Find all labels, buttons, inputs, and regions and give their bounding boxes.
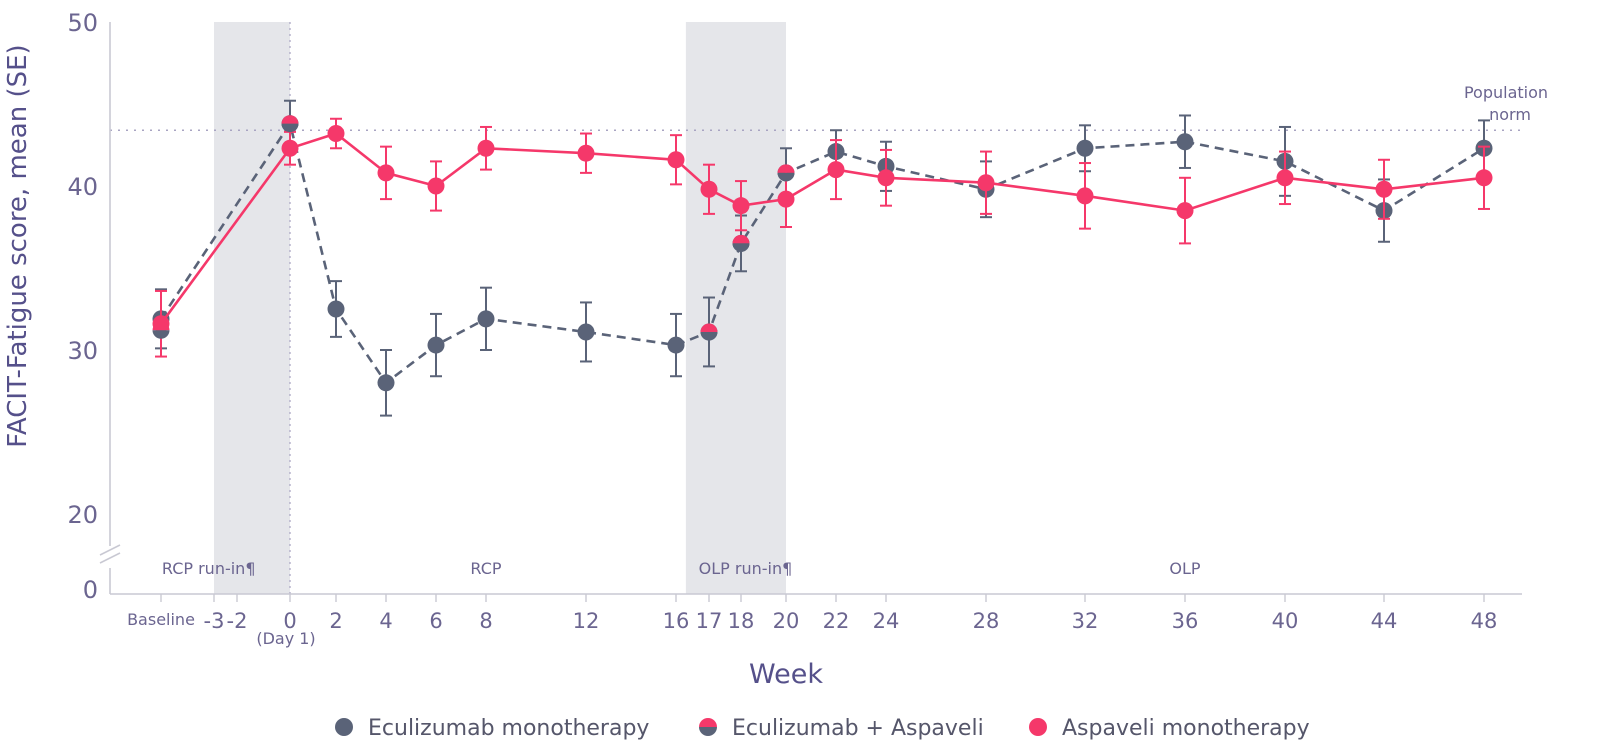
half-marker-bottom <box>281 123 299 133</box>
series <box>152 99 1493 417</box>
x-tick-label: Baseline <box>127 610 195 629</box>
data-point <box>1375 180 1393 198</box>
y-tick-label-zero: 0 <box>83 576 98 604</box>
x-tick-label: 36 <box>1172 609 1199 633</box>
data-point <box>700 180 718 198</box>
series-aspaveli-monotherapy <box>152 117 1493 358</box>
x-tick-label: 8 <box>479 609 492 633</box>
data-point <box>732 197 750 215</box>
legend-item-eculizumab-aspaveli: Eculizumab + Aspaveli <box>699 716 984 741</box>
x-tick-label: 18 <box>728 609 755 633</box>
phase-label: RCP <box>470 559 501 578</box>
data-point <box>1076 139 1094 157</box>
x-tick-label: 6 <box>429 609 442 633</box>
chart-labels: FACIT-Fatigue score, mean (SE) Week Popu… <box>3 44 1548 690</box>
x-tick-label: 12 <box>573 609 600 633</box>
x-tick-label: 40 <box>1272 609 1299 633</box>
half-marker-bottom <box>732 243 750 252</box>
data-point <box>667 336 685 354</box>
run-in-shaded-region <box>685 22 786 594</box>
y-tick-label: 50 <box>67 9 98 37</box>
data-point <box>327 300 345 318</box>
population-norm-label-line1: Population <box>1464 83 1548 102</box>
run-in-shaded-region <box>214 22 290 594</box>
data-point <box>877 169 895 187</box>
legend: Eculizumab monotherapy Eculizumab + Aspa… <box>335 716 1310 741</box>
x-tick-label: 16 <box>663 609 690 633</box>
y-tick-label: 30 <box>67 337 98 365</box>
axis-break-mark <box>99 552 121 564</box>
data-point <box>1475 169 1493 187</box>
data-point-half <box>281 115 299 133</box>
data-point-half <box>700 323 718 341</box>
legend-marker-grey <box>335 718 353 736</box>
x-tick-label: 32 <box>1072 609 1099 633</box>
series-eculizumab-aspaveli <box>152 115 795 341</box>
x-tick-label: 28 <box>973 609 1000 633</box>
data-point <box>1076 187 1094 205</box>
half-marker-bottom <box>700 332 718 341</box>
x-tick-label: -3 <box>204 609 225 633</box>
x-tick-label: 20 <box>773 609 800 633</box>
legend-marker-pink <box>1029 718 1047 736</box>
data-point <box>477 139 495 157</box>
half-marker-top <box>152 321 170 331</box>
shaded-regions <box>214 22 786 594</box>
data-point <box>827 161 845 179</box>
x-tick-label: 22 <box>823 609 850 633</box>
y-axis-label: FACIT-Fatigue score, mean (SE) <box>3 44 33 447</box>
phase-label: RCP run-in¶ <box>162 559 256 578</box>
data-point <box>377 164 395 182</box>
data-point <box>1176 202 1194 220</box>
data-point <box>667 151 685 169</box>
data-point-half <box>732 234 750 252</box>
x-tick-label: 17 <box>696 609 723 633</box>
half-marker-top <box>281 115 299 124</box>
half-marker-bottom <box>777 172 795 182</box>
data-point-half <box>777 164 795 182</box>
phase-label: OLP <box>1169 559 1201 578</box>
legend-marker-half <box>699 718 717 736</box>
population-norm-label-line2: norm <box>1489 105 1531 124</box>
legend-item-eculizumab-monotherapy: Eculizumab monotherapy <box>335 716 649 741</box>
data-point <box>977 174 995 192</box>
data-point <box>281 139 299 157</box>
data-point <box>1176 133 1194 151</box>
x-axis-label: Week <box>749 659 823 690</box>
data-point <box>1276 169 1294 187</box>
data-point <box>427 336 445 354</box>
y-tick-label: 40 <box>67 173 98 201</box>
x-tick-label: 4 <box>379 609 392 633</box>
legend-label: Aspaveli monotherapy <box>1062 716 1310 741</box>
x-tick-label: 48 <box>1471 609 1498 633</box>
data-point <box>577 144 595 162</box>
legend-label: Eculizumab + Aspaveli <box>732 716 984 741</box>
data-point <box>577 323 595 341</box>
x-tick-label: 24 <box>873 609 900 633</box>
half-marker-bottom <box>152 330 170 339</box>
day1-label: (Day 1) <box>256 629 315 648</box>
half-marker-top <box>700 323 718 332</box>
x-tick-label: 0 <box>283 609 296 633</box>
legend-label: Eculizumab monotherapy <box>368 716 649 741</box>
data-point <box>477 310 495 328</box>
half-marker-top <box>777 164 795 173</box>
data-point <box>377 374 395 392</box>
phase-label: OLP run-in¶ <box>699 559 793 578</box>
data-point-half <box>152 321 170 339</box>
data-point <box>327 125 345 143</box>
data-point <box>427 177 445 195</box>
x-tick-label: 2 <box>329 609 342 633</box>
data-point <box>777 190 795 208</box>
x-tick-label: 44 <box>1371 609 1398 633</box>
half-marker-top <box>732 234 750 244</box>
legend-item-aspaveli-monotherapy: Aspaveli monotherapy <box>1029 716 1310 741</box>
x-tick-label: -2 <box>227 609 248 633</box>
y-tick-label: 20 <box>67 501 98 529</box>
axis-break-mark <box>99 544 121 556</box>
